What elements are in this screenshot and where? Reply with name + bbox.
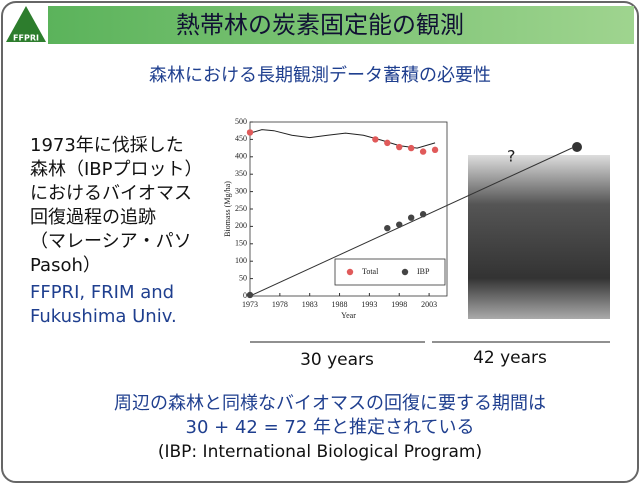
- forest-photo: [468, 155, 610, 319]
- point: [419, 148, 427, 155]
- legend-label: Total: [362, 267, 379, 276]
- description-line: 森林（IBPプロット）: [30, 159, 203, 180]
- chart: 0 50 100 150 200 250 300 350 400 450 500 1973 1978 19…: [223, 117, 448, 320]
- annotation: ?: [507, 147, 516, 166]
- description-line: Pasoh）: [30, 255, 101, 276]
- title: 熱帯林の炭素固定能の観測: [176, 11, 464, 39]
- x-tick-label: 1988: [332, 300, 348, 309]
- y-tick-label: 350: [235, 169, 247, 178]
- point: [246, 291, 254, 299]
- point: [407, 144, 415, 152]
- point: [419, 211, 427, 218]
- y-tick-label: 150: [235, 239, 247, 248]
- description-line: におけるバイオマス: [30, 183, 192, 204]
- conclusion: 30 + 42 = 72 年と推定されている: [186, 417, 475, 438]
- period: 30 years: [300, 350, 374, 370]
- point: [384, 224, 391, 232]
- subtitle: 森林における長期観測データ蓄積の必要性: [149, 65, 491, 86]
- point: [407, 214, 415, 221]
- description-line: （マレーシア・パソ: [30, 231, 192, 252]
- logo: [6, 6, 46, 42]
- x-axis-label: Year: [341, 311, 356, 320]
- period: 42 years: [473, 348, 547, 368]
- credit-line: Fukushima Univ.: [30, 306, 177, 327]
- point: [396, 221, 403, 228]
- description-line: 1973年に伐採した: [30, 135, 184, 156]
- curve: [249, 129, 436, 149]
- y-tick-label: 400: [235, 152, 247, 161]
- point: [396, 143, 403, 151]
- y-tick-label: 250: [235, 204, 247, 213]
- x-tick-label: 1993: [361, 300, 377, 309]
- point: [384, 139, 391, 147]
- conclusion: 周辺の森林と同様なバイオマスの回復に要する期間は: [114, 393, 546, 414]
- point: [246, 129, 254, 136]
- y-tick-label: 200: [235, 221, 247, 230]
- credit-line: FFPRI, FRIM and: [30, 282, 174, 303]
- conclusion: (IBP: International Biological Program): [158, 442, 482, 462]
- y-tick-label: 300: [235, 186, 247, 195]
- point: [372, 136, 379, 143]
- legend-marker: [346, 268, 354, 276]
- y-tick-label: 0: [243, 291, 247, 300]
- projection-line: [249, 147, 573, 297]
- y-axis-label: Biomass (Mg/ha): [223, 181, 232, 237]
- legend: [334, 258, 446, 286]
- legend-label: IBP: [417, 267, 430, 276]
- header-bar: [48, 6, 634, 44]
- logo-text: FFPRI: [13, 34, 39, 43]
- legend-marker: [401, 268, 409, 276]
- x-tick-label: 1978: [272, 300, 288, 309]
- x-tick-label: 1998: [391, 300, 407, 309]
- x-tick-label: 1983: [302, 300, 318, 309]
- projection-point: [572, 142, 582, 152]
- x-tick-label: 1973: [242, 300, 258, 309]
- point: [431, 146, 439, 154]
- y-tick-label: 100: [235, 256, 247, 265]
- description-line: 回復過程の追跡: [30, 207, 156, 228]
- y-tick-label: 450: [235, 134, 247, 143]
- x-tick-label: 2003: [421, 300, 437, 309]
- y-tick-label: 50: [239, 273, 247, 282]
- y-tick-label: 500: [235, 117, 247, 126]
